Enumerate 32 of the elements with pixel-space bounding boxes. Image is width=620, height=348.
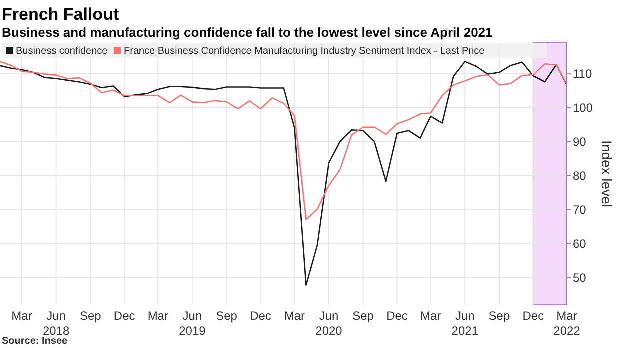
x-tick-label: Dec (386, 309, 408, 323)
line-series (0, 61, 568, 220)
legend-label: Business confidence (16, 46, 108, 57)
x-tick-label: Mar 2022 (554, 309, 581, 338)
legend-label: France Business Confidence Manufacturing Industry Sentiment Index - Last Price (124, 46, 486, 57)
x-tick-label: Sep (216, 309, 238, 323)
x-tick-label: Sep (352, 309, 374, 323)
y-tick-label: 90 (573, 134, 587, 149)
x-tick-label: Jun 2021 (452, 309, 479, 338)
x-tick-label: Jun 2018 (42, 309, 70, 338)
line-series (0, 61, 568, 286)
y-tick-label: 100 (573, 100, 594, 115)
y-axis-title: Index level (599, 140, 615, 208)
x-tick-label: Sep (80, 309, 102, 323)
x-tick-label: Dec (250, 309, 272, 323)
source-note: Source: Insee (2, 336, 68, 347)
x-tick-label: Jun 2020 (316, 309, 343, 338)
y-tick-label: 50 (573, 270, 587, 285)
x-tick-label: Mar (148, 309, 168, 323)
y-tick-label: 80 (573, 168, 587, 183)
x-tick-label: Dec (522, 309, 544, 323)
x-tick-label: Mar (12, 309, 32, 323)
y-tick-label: 70 (573, 202, 587, 217)
chart-title: French Fallout (2, 5, 120, 24)
chart-subtitle: Business and manufacturing confidence fall to the lowest level since April 2021 (2, 25, 493, 40)
x-tick-label: Mar (284, 309, 306, 323)
y-tick-label: 110 (573, 66, 592, 81)
y-tick-label: 60 (573, 236, 587, 251)
x-tick-label: Mar (420, 309, 442, 323)
x-tick-label: Jun 2019 (179, 309, 206, 338)
x-tick-label: Sep (488, 309, 510, 323)
x-tick-label: Dec (114, 309, 136, 323)
